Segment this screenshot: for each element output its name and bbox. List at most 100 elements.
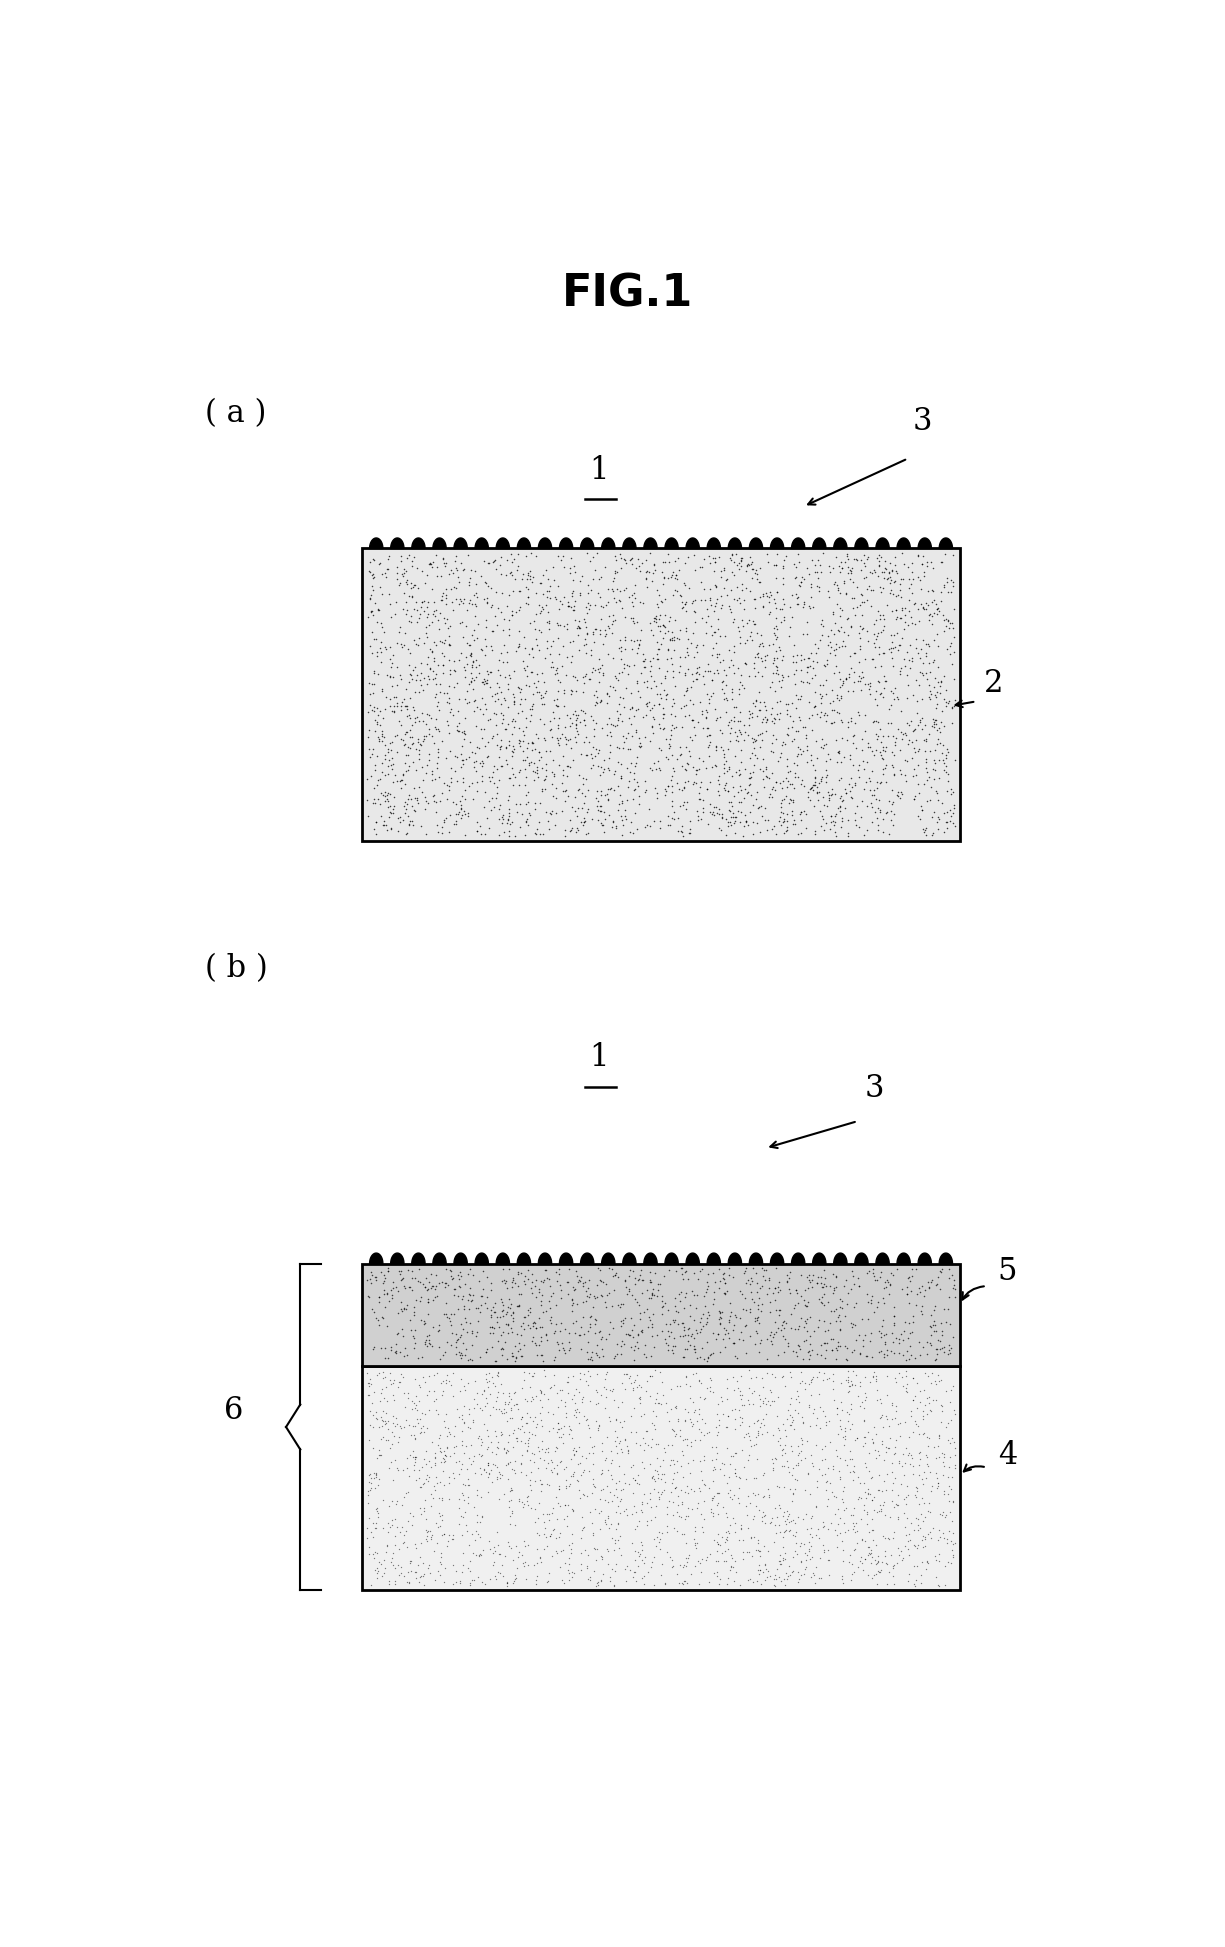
Point	[864, 1297, 883, 1328]
Point	[379, 1565, 398, 1597]
Point	[506, 1563, 526, 1595]
Point	[522, 1437, 541, 1468]
Point	[849, 1380, 869, 1412]
Point	[854, 1489, 873, 1521]
Point	[827, 1262, 846, 1293]
Point	[802, 1540, 822, 1571]
Point	[784, 658, 804, 689]
Point	[501, 1301, 521, 1332]
Point	[943, 1271, 963, 1303]
Point	[387, 687, 407, 718]
Point	[567, 613, 587, 644]
Point	[365, 588, 385, 619]
Point	[784, 748, 804, 779]
Point	[430, 1548, 450, 1579]
Point	[608, 1507, 627, 1538]
Point	[595, 779, 615, 810]
Point	[598, 639, 617, 670]
Point	[911, 1567, 931, 1598]
Point	[359, 734, 379, 765]
Point	[394, 1519, 414, 1550]
Point	[478, 1431, 497, 1462]
Point	[894, 1542, 914, 1573]
Point	[494, 1398, 513, 1429]
Point	[690, 1365, 709, 1396]
Point	[497, 1569, 517, 1600]
Point	[714, 555, 734, 586]
Point	[858, 1509, 877, 1540]
Point	[769, 1267, 789, 1299]
Point	[850, 631, 870, 662]
Point	[615, 1303, 635, 1334]
Point	[767, 654, 786, 685]
Point	[842, 1336, 861, 1367]
Point	[920, 600, 940, 631]
Point	[579, 1264, 599, 1295]
Point	[701, 1365, 720, 1396]
Point	[527, 818, 546, 849]
Point	[810, 1357, 829, 1388]
Point	[486, 609, 506, 641]
Point	[475, 1287, 495, 1318]
Point	[870, 539, 889, 570]
Point	[545, 1341, 565, 1373]
Point	[385, 1567, 404, 1598]
Point	[412, 728, 431, 759]
Point	[630, 629, 649, 660]
Point	[511, 1414, 530, 1445]
Point	[829, 1517, 849, 1548]
Point	[714, 738, 734, 769]
Point	[490, 794, 510, 826]
Point	[499, 1291, 518, 1322]
Point	[935, 818, 954, 849]
Point	[610, 681, 630, 713]
Point	[639, 1478, 659, 1509]
Point	[813, 537, 833, 569]
Point	[806, 1410, 826, 1441]
Point	[559, 590, 578, 621]
Point	[767, 1554, 786, 1585]
Point	[831, 1462, 850, 1493]
Point	[748, 1293, 768, 1324]
Point	[827, 1306, 846, 1338]
Point	[692, 551, 712, 582]
Point	[829, 1456, 849, 1488]
Point	[396, 792, 415, 824]
Point	[518, 787, 538, 818]
Point	[783, 800, 802, 831]
Point	[794, 1408, 813, 1439]
Point	[620, 1361, 639, 1392]
Point	[431, 1501, 451, 1532]
Point	[891, 574, 910, 606]
Point	[544, 652, 564, 683]
Point	[361, 1462, 381, 1493]
Point	[831, 1314, 850, 1345]
Point	[374, 1260, 393, 1291]
Point	[478, 586, 497, 617]
Point	[385, 1552, 404, 1583]
Point	[699, 1415, 719, 1447]
Point	[541, 631, 561, 662]
Point	[662, 621, 681, 652]
Point	[839, 660, 859, 691]
Point	[687, 629, 707, 660]
Point	[402, 1264, 421, 1295]
Point	[832, 802, 851, 833]
Point	[799, 1534, 818, 1565]
Point	[697, 594, 717, 625]
Point	[725, 1454, 745, 1486]
Point	[398, 1289, 418, 1320]
Point	[532, 1392, 551, 1423]
Point	[941, 1548, 960, 1579]
Point	[740, 1320, 760, 1351]
Point	[534, 1445, 554, 1476]
Point	[910, 670, 930, 701]
Point	[631, 1429, 650, 1460]
Point	[920, 1328, 940, 1359]
Point	[379, 1256, 398, 1287]
Point	[550, 666, 570, 697]
Point	[750, 818, 769, 849]
Polygon shape	[601, 1254, 615, 1264]
Point	[706, 1267, 725, 1299]
Point	[877, 1548, 897, 1579]
